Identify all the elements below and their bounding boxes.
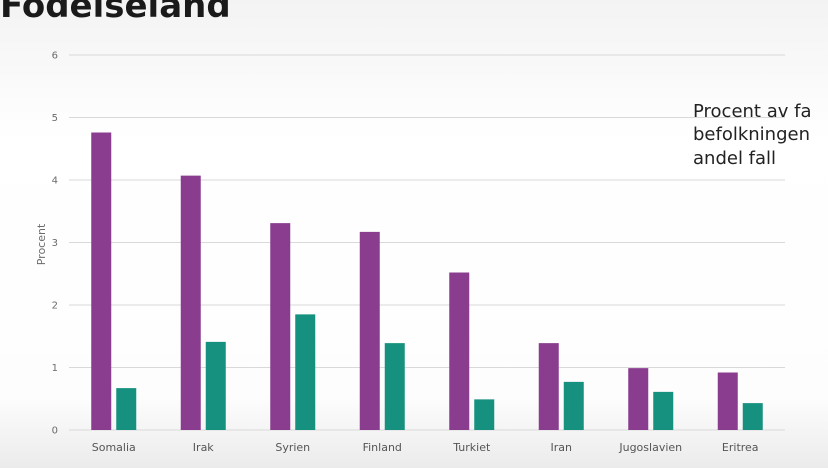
x-axis-categories: Somalia Irak Syrien Finland Turkiet Iran Jugos… [92,441,759,454]
x-category-label: Jugoslavien [618,441,682,454]
bar-series-2 [563,381,584,430]
y-axis-label: Procent [35,223,48,265]
bar-series-1 [91,132,112,430]
slide-title: Födelseland [0,0,231,26]
x-category-label: Finland [363,441,402,454]
y-tick-label: 5 [52,113,58,124]
y-tick-label: 0 [52,426,58,437]
y-tick-label: 3 [52,238,58,249]
y-tick-label: 4 [52,176,58,187]
bar-series-1 [717,372,738,430]
bar-series-1 [628,368,649,430]
bar-series-2 [384,343,405,430]
legend-line-1: Procent av fa [693,101,812,122]
x-category-label: Irak [193,441,215,454]
y-axis-ticks: 0 1 2 3 4 5 6 [52,51,58,437]
bar-series-1 [538,343,559,430]
legend-text: Procent av fa befolkningen andel fall [693,100,812,170]
legend-line-2: befolkningen [693,124,810,146]
bar-series-1 [449,272,470,430]
x-category-label: Eritrea [722,441,759,454]
x-category-label: Iran [551,441,573,454]
x-category-label: Somalia [92,441,136,454]
gridlines [69,54,785,431]
x-category-label: Turkiet [452,441,491,454]
bar-series-2 [205,341,226,430]
bar-series-1 [359,231,380,430]
bar-series-2 [653,391,674,430]
bar-series-1 [180,175,201,430]
y-tick-label: 6 [52,51,58,62]
bar-series-1 [270,223,291,430]
bars [91,132,763,430]
x-category-label: Syrien [275,441,310,454]
y-tick-label: 1 [52,363,58,374]
bar-series-2 [742,403,763,430]
y-tick-label: 2 [52,301,58,312]
legend-line-3: andel fall [693,147,777,169]
bar-series-2 [295,314,316,430]
bar-series-2 [116,388,137,430]
bar-series-2 [474,399,495,430]
